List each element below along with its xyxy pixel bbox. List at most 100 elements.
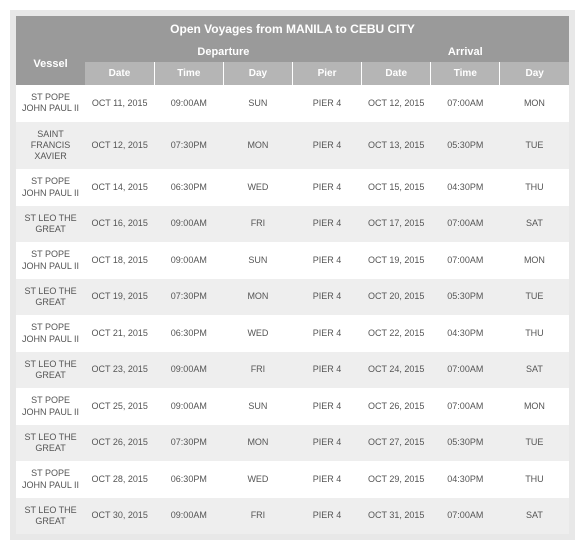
cell-dep_time: 07:30PM: [154, 122, 223, 170]
table-row: ST LEO THE GREATOCT 23, 201509:00AMFRIPI…: [16, 352, 569, 389]
table-row: ST LEO THE GREATOCT 26, 201507:30PMMONPI…: [16, 425, 569, 462]
cell-dep_date: OCT 25, 2015: [85, 388, 154, 425]
cell-arr_date: OCT 17, 2015: [362, 206, 431, 243]
cell-arr_day: SAT: [500, 498, 569, 535]
table-title: Open Voyages from MANILA to CEBU CITY: [16, 16, 569, 42]
cell-dep_pier: PIER 4: [293, 206, 362, 243]
cell-arr_time: 07:00AM: [431, 352, 500, 389]
cell-dep_time: 06:30PM: [154, 169, 223, 206]
cell-arr_time: 07:00AM: [431, 498, 500, 535]
schedule-container: Open Voyages from MANILA to CEBU CITY Ve…: [10, 10, 575, 540]
group-departure: Departure: [85, 42, 362, 62]
cell-arr_date: OCT 24, 2015: [362, 352, 431, 389]
group-arrival: Arrival: [362, 42, 569, 62]
cell-vessel: ST POPE JOHN PAUL II: [16, 461, 85, 498]
cell-arr_date: OCT 27, 2015: [362, 425, 431, 462]
cell-arr_time: 04:30PM: [431, 315, 500, 352]
table-row: ST LEO THE GREATOCT 19, 201507:30PMMONPI…: [16, 279, 569, 316]
column-header-row: Date Time Day Pier Date Time Day: [16, 62, 569, 85]
cell-dep_date: OCT 12, 2015: [85, 122, 154, 170]
cell-dep_time: 07:30PM: [154, 425, 223, 462]
cell-dep_time: 09:00AM: [154, 85, 223, 122]
cell-arr_date: OCT 26, 2015: [362, 388, 431, 425]
group-header-row: Vessel Departure Arrival: [16, 42, 569, 62]
cell-dep_pier: PIER 4: [293, 122, 362, 170]
cell-dep_date: OCT 19, 2015: [85, 279, 154, 316]
cell-dep_day: SUN: [223, 388, 292, 425]
cell-vessel: ST POPE JOHN PAUL II: [16, 315, 85, 352]
table-row: SAINT FRANCIS XAVIEROCT 12, 201507:30PMM…: [16, 122, 569, 170]
cell-dep_day: FRI: [223, 206, 292, 243]
cell-dep_pier: PIER 4: [293, 315, 362, 352]
cell-dep_pier: PIER 4: [293, 498, 362, 535]
cell-arr_time: 07:00AM: [431, 242, 500, 279]
cell-arr_day: MON: [500, 388, 569, 425]
cell-arr_time: 05:30PM: [431, 122, 500, 170]
cell-dep_date: OCT 30, 2015: [85, 498, 154, 535]
cell-arr_date: OCT 13, 2015: [362, 122, 431, 170]
cell-dep_pier: PIER 4: [293, 461, 362, 498]
col-dep-day: Day: [223, 62, 292, 85]
cell-dep_pier: PIER 4: [293, 279, 362, 316]
cell-arr_day: MON: [500, 85, 569, 122]
cell-vessel: ST LEO THE GREAT: [16, 498, 85, 535]
table-row: ST POPE JOHN PAUL IIOCT 28, 201506:30PMW…: [16, 461, 569, 498]
cell-dep_date: OCT 23, 2015: [85, 352, 154, 389]
cell-vessel: ST LEO THE GREAT: [16, 425, 85, 462]
voyages-table: Open Voyages from MANILA to CEBU CITY Ve…: [16, 16, 569, 534]
cell-dep_date: OCT 14, 2015: [85, 169, 154, 206]
cell-dep_pier: PIER 4: [293, 388, 362, 425]
cell-dep_time: 06:30PM: [154, 461, 223, 498]
cell-dep_day: WED: [223, 461, 292, 498]
cell-arr_day: MON: [500, 242, 569, 279]
col-arr-day: Day: [500, 62, 569, 85]
cell-dep_day: WED: [223, 169, 292, 206]
cell-dep_time: 09:00AM: [154, 242, 223, 279]
cell-arr_day: TUE: [500, 122, 569, 170]
cell-vessel: ST LEO THE GREAT: [16, 352, 85, 389]
cell-dep_date: OCT 16, 2015: [85, 206, 154, 243]
table-row: ST POPE JOHN PAUL IIOCT 11, 201509:00AMS…: [16, 85, 569, 122]
table-row: ST POPE JOHN PAUL IIOCT 14, 201506:30PMW…: [16, 169, 569, 206]
col-dep-time: Time: [154, 62, 223, 85]
cell-vessel: ST POPE JOHN PAUL II: [16, 388, 85, 425]
cell-dep_day: MON: [223, 122, 292, 170]
cell-dep_pier: PIER 4: [293, 242, 362, 279]
cell-dep_day: WED: [223, 315, 292, 352]
cell-arr_day: THU: [500, 315, 569, 352]
cell-arr_time: 05:30PM: [431, 425, 500, 462]
cell-arr_day: SAT: [500, 206, 569, 243]
cell-arr_time: 07:00AM: [431, 85, 500, 122]
cell-dep_day: FRI: [223, 498, 292, 535]
col-arr-date: Date: [362, 62, 431, 85]
cell-arr_date: OCT 22, 2015: [362, 315, 431, 352]
cell-dep_time: 06:30PM: [154, 315, 223, 352]
cell-dep_day: FRI: [223, 352, 292, 389]
cell-vessel: ST POPE JOHN PAUL II: [16, 169, 85, 206]
cell-arr_day: TUE: [500, 425, 569, 462]
cell-arr_day: THU: [500, 461, 569, 498]
cell-vessel: ST LEO THE GREAT: [16, 206, 85, 243]
cell-vessel: ST POPE JOHN PAUL II: [16, 242, 85, 279]
cell-dep_pier: PIER 4: [293, 85, 362, 122]
cell-dep_day: MON: [223, 425, 292, 462]
cell-arr_date: OCT 20, 2015: [362, 279, 431, 316]
cell-dep_time: 09:00AM: [154, 352, 223, 389]
cell-arr_date: OCT 12, 2015: [362, 85, 431, 122]
cell-arr_time: 04:30PM: [431, 461, 500, 498]
col-vessel-head: Vessel: [16, 42, 85, 85]
cell-dep_date: OCT 11, 2015: [85, 85, 154, 122]
cell-arr_date: OCT 19, 2015: [362, 242, 431, 279]
cell-dep_time: 07:30PM: [154, 279, 223, 316]
cell-dep_time: 09:00AM: [154, 498, 223, 535]
table-row: ST LEO THE GREATOCT 16, 201509:00AMFRIPI…: [16, 206, 569, 243]
cell-dep_date: OCT 26, 2015: [85, 425, 154, 462]
cell-arr_time: 07:00AM: [431, 206, 500, 243]
col-dep-pier: Pier: [293, 62, 362, 85]
cell-vessel: ST LEO THE GREAT: [16, 279, 85, 316]
table-wrap: Open Voyages from MANILA to CEBU CITY Ve…: [16, 16, 569, 534]
table-row: ST POPE JOHN PAUL IIOCT 25, 201509:00AMS…: [16, 388, 569, 425]
cell-arr_date: OCT 15, 2015: [362, 169, 431, 206]
cell-dep_time: 09:00AM: [154, 388, 223, 425]
cell-dep_day: SUN: [223, 242, 292, 279]
